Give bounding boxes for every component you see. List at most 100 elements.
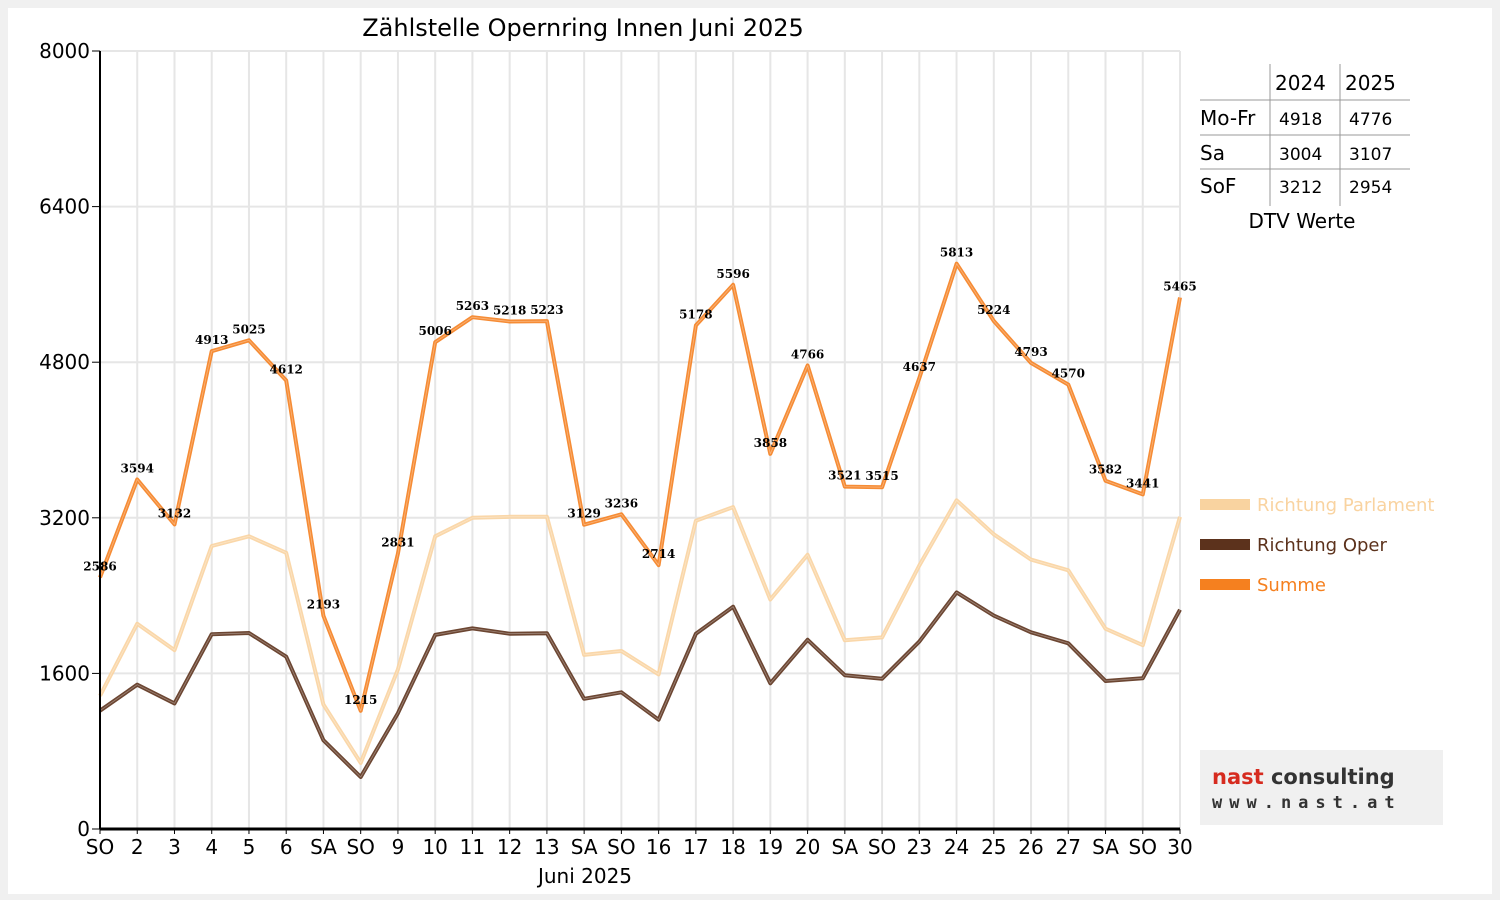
- data-label: 1215: [344, 693, 377, 707]
- x-tick-label: 25: [981, 835, 1006, 859]
- x-tick-label: 6: [280, 835, 293, 859]
- x-tick-label: 9: [392, 835, 405, 859]
- series-line-highlight: [99, 499, 1181, 764]
- x-tick-label: 27: [1056, 835, 1081, 859]
- x-tick-label: 4: [205, 835, 218, 859]
- x-tick-label: SO: [1129, 835, 1157, 859]
- grid-lines: [100, 50, 1181, 829]
- x-tick-label: SA: [310, 835, 337, 859]
- y-tick-label: 3200: [39, 506, 90, 530]
- data-label: 5813: [940, 246, 973, 260]
- x-tick-label: 18: [720, 835, 745, 859]
- legend-swatch-oper: [1200, 539, 1250, 550]
- x-tick-label: SA: [831, 835, 858, 859]
- logo-url: www.nast.at: [1212, 793, 1402, 813]
- y-tick-label: 8000: [39, 39, 90, 63]
- x-tick-label: 30: [1167, 835, 1192, 859]
- x-tick-label: 2: [131, 835, 144, 859]
- table-header-2025: 2025: [1345, 71, 1396, 95]
- table-caption: DTV Werte: [1249, 209, 1356, 233]
- data-label: 4637: [903, 360, 936, 374]
- series-line: [98, 261, 1182, 713]
- x-tick-label: 3: [168, 835, 181, 859]
- table-row-label: Sa: [1200, 141, 1225, 165]
- data-label: 4766: [791, 348, 824, 362]
- data-label: 5025: [232, 322, 265, 336]
- data-label: 5224: [977, 303, 1010, 317]
- data-labels: 2586 3594 3132 4913 5025 4612 2193 1215 2831 5006…: [83, 246, 1196, 707]
- x-tick-label: SA: [1092, 835, 1119, 859]
- x-tick-label: 19: [758, 835, 783, 859]
- logo-text-consulting: consulting: [1264, 765, 1395, 789]
- data-label: 5263: [456, 299, 489, 313]
- table-cell: 3004: [1279, 145, 1322, 165]
- data-label: 3515: [865, 469, 898, 483]
- table-row-label: SoF: [1200, 174, 1236, 198]
- legend-swatch-summe: [1200, 579, 1250, 590]
- x-tick-label: 11: [460, 835, 485, 859]
- y-tick-label: 6400: [39, 195, 90, 219]
- table-cell: 4918: [1279, 110, 1322, 130]
- data-label: 3132: [158, 506, 191, 520]
- data-label: 2586: [83, 560, 116, 574]
- data-label: 2193: [307, 598, 340, 612]
- legend-label-oper: Richtung Oper: [1257, 535, 1388, 556]
- data-label: 4570: [1052, 367, 1085, 381]
- table-row-label: Mo-Fr: [1200, 106, 1256, 130]
- x-tick-label: SO: [607, 835, 635, 859]
- x-tick-label: 12: [497, 835, 522, 859]
- x-tick-label: 20: [795, 835, 820, 859]
- x-axis-label: Juni 2025: [536, 864, 632, 888]
- x-tick-label: SO: [86, 835, 114, 859]
- series-line-highlight: [99, 263, 1181, 712]
- data-label: 3858: [754, 436, 787, 450]
- table-header-2024: 2024: [1275, 71, 1326, 95]
- table-cell: 4776: [1349, 110, 1392, 130]
- series-line: [98, 498, 1182, 765]
- data-label: 4793: [1014, 345, 1047, 359]
- x-tick-label: 24: [944, 835, 969, 859]
- x-tick-label: 13: [534, 835, 559, 859]
- x-tick-label: 23: [907, 835, 932, 859]
- data-label: 2831: [381, 536, 414, 550]
- series-line-highlight: [99, 592, 1181, 778]
- series-line: [98, 590, 1182, 779]
- data-label: 5223: [530, 303, 563, 317]
- data-label: 3582: [1089, 463, 1122, 477]
- series-lines: [98, 261, 1182, 779]
- data-label: 3521: [828, 469, 861, 483]
- table-cell: 3212: [1279, 178, 1322, 198]
- legend: Richtung Parlament Richtung Oper Summe: [1200, 495, 1434, 596]
- data-label: 3441: [1126, 476, 1159, 490]
- legend-label-parlament: Richtung Parlament: [1257, 495, 1434, 516]
- legend-label-summe: Summe: [1257, 575, 1326, 596]
- dtv-table: 2024 2025 Mo-Fr 4918 4776 Sa 3004 3107 S…: [1200, 64, 1410, 233]
- data-label: 3129: [567, 507, 600, 521]
- y-tick-label: 0: [77, 817, 90, 841]
- logo-text-nast: nast: [1212, 765, 1264, 789]
- data-label: 5178: [679, 307, 712, 321]
- legend-swatch-parlament: [1200, 499, 1250, 510]
- x-tick-label: SO: [868, 835, 896, 859]
- data-label: 5596: [716, 267, 749, 281]
- data-label: 4913: [195, 333, 228, 347]
- x-tick-label: 17: [683, 835, 708, 859]
- data-label: 2714: [642, 547, 675, 561]
- table-cell: 3107: [1349, 145, 1392, 165]
- data-label: 5465: [1163, 280, 1196, 294]
- data-label: 3236: [605, 496, 638, 510]
- data-label: 3594: [121, 461, 154, 475]
- x-tick-label: SO: [346, 835, 374, 859]
- nast-consulting-logo: nast consulting www.nast.at: [1200, 750, 1443, 825]
- x-tick-label: SA: [571, 835, 598, 859]
- chart-title: Zählstelle Opernring Innen Juni 2025: [362, 14, 804, 42]
- x-tick-label: 5: [243, 835, 256, 859]
- y-tick-label: 1600: [39, 661, 90, 685]
- data-label: 4612: [270, 362, 303, 376]
- table-cell: 2954: [1349, 178, 1392, 198]
- data-label: 5006: [418, 324, 451, 338]
- chart-panel: [8, 8, 1492, 894]
